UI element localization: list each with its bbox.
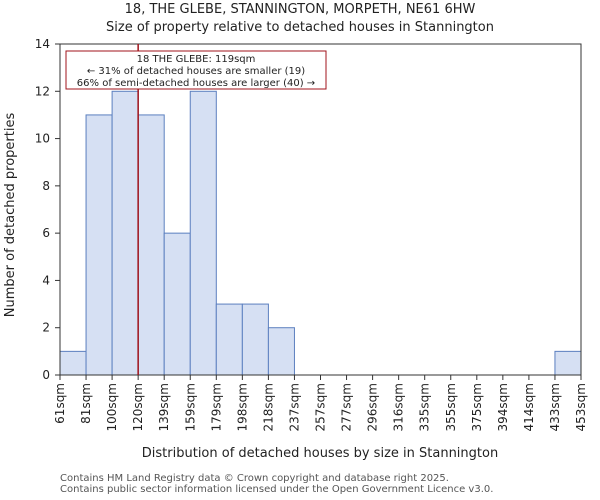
x-tick-label: 179sqm: [209, 383, 223, 431]
y-tick-label: 4: [42, 273, 50, 287]
bar-100sqm: [111, 90, 139, 376]
x-axis-title: Distribution of detached houses by size …: [142, 446, 498, 461]
y-axis-title: Number of detached properties: [3, 113, 18, 318]
chart-subtitle: Size of property relative to detached ho…: [106, 20, 494, 35]
x-tick-label: 296sqm: [366, 383, 380, 431]
x-tick-label: 120sqm: [131, 383, 145, 431]
annotation-line-1: 18 THE GLEBE: 119sqm: [137, 54, 256, 65]
y-tick-label: 6: [42, 226, 50, 240]
annotation-line-2: ← 31% of detached houses are smaller (19…: [87, 66, 305, 77]
footer-line-2: Contains public sector information licen…: [60, 484, 494, 495]
bar-218sqm: [267, 327, 295, 376]
x-tick-label: 316sqm: [392, 383, 406, 431]
x-tick-label: 218sqm: [261, 383, 275, 431]
bar-81sqm: [85, 114, 113, 376]
x-tick-label: 100sqm: [105, 383, 119, 431]
footer-line-1: Contains HM Land Registry data © Crown c…: [60, 473, 449, 484]
y-tick-label: 10: [35, 132, 50, 146]
x-tick-label: 335sqm: [418, 383, 432, 431]
bar-61sqm: [59, 350, 87, 376]
x-axis-ticks: 61sqm 81sqm 100sqm 120sqm 139sqm 159sqm 179sqm…: [53, 375, 588, 431]
x-tick-label: 394sqm: [496, 383, 510, 431]
y-tick-label: 14: [35, 37, 50, 51]
bar-120sqm: [137, 114, 165, 376]
annotation-box: 18 THE GLEBE: 119sqm ← 31% of detached h…: [65, 50, 327, 90]
annotation-box-frame: [65, 50, 327, 90]
annotation-line-3: 66% of semi-detached houses are larger (…: [77, 78, 315, 89]
x-tick-label: 355sqm: [444, 383, 458, 431]
y-tick-label: 2: [42, 321, 50, 335]
bar-139sqm: [163, 232, 191, 376]
x-tick-label: 277sqm: [340, 383, 354, 431]
x-tick-label: 375sqm: [470, 383, 484, 431]
x-tick-label: 433sqm: [548, 383, 562, 431]
y-tick-label: 8: [42, 179, 50, 193]
bar-159sqm: [189, 90, 217, 376]
x-tick-label: 257sqm: [314, 383, 328, 431]
x-tick-label: 61sqm: [53, 383, 67, 424]
x-tick-label: 414sqm: [522, 383, 536, 431]
x-tick-label: 139sqm: [157, 383, 171, 431]
bars-group: [59, 90, 582, 376]
x-tick-label: 198sqm: [235, 383, 249, 431]
x-tick-label: 159sqm: [183, 383, 197, 431]
chart-title: 18, THE GLEBE, STANNINGTON, MORPETH, NE6…: [125, 2, 476, 17]
y-axis-ticks: 0 2 4 6 8 10 12 14: [35, 37, 60, 382]
bar-198sqm: [241, 303, 269, 376]
y-tick-label: 12: [35, 84, 50, 98]
bar-179sqm: [215, 303, 243, 376]
x-tick-label: 453sqm: [574, 383, 588, 431]
plot-frame: [59, 43, 582, 376]
x-tick-label: 81sqm: [79, 383, 93, 424]
y-tick-label: 0: [42, 368, 50, 382]
bar-433sqm: [554, 350, 582, 376]
x-tick-label: 237sqm: [287, 383, 301, 431]
